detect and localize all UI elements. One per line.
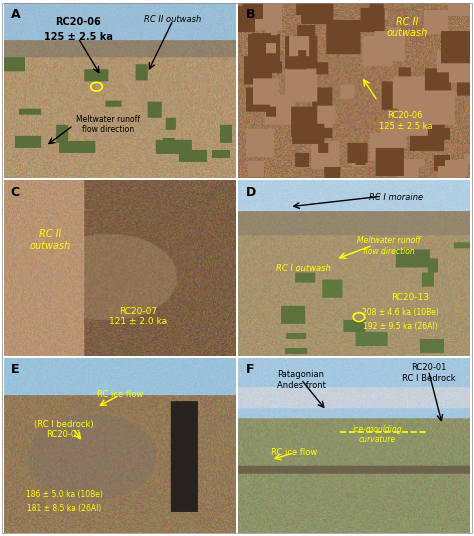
Text: Meltwater runoff
flow direction: Meltwater runoff flow direction <box>357 236 421 256</box>
Text: RC II
outwash: RC II outwash <box>29 229 71 251</box>
Text: RC I outwash: RC I outwash <box>276 264 331 273</box>
Text: D: D <box>246 185 255 199</box>
Text: Patagonian
Andes front: Patagonian Andes front <box>276 370 326 390</box>
Text: 208 ± 4.6 ka (10Be): 208 ± 4.6 ka (10Be) <box>362 308 439 317</box>
Text: E: E <box>11 363 19 376</box>
Text: (RC I bedrock)
RC20-01: (RC I bedrock) RC20-01 <box>34 420 94 439</box>
Text: ice-moulding
curvature: ice-moulding curvature <box>353 425 402 444</box>
Text: F: F <box>246 363 254 376</box>
Text: RC20-07
121 ± 2.0 ka: RC20-07 121 ± 2.0 ka <box>109 307 167 326</box>
Text: B: B <box>246 8 255 21</box>
Text: 186 ± 5.0 ka (10Be): 186 ± 5.0 ka (10Be) <box>26 489 102 498</box>
Text: C: C <box>11 185 20 199</box>
Text: RC II
outwash: RC II outwash <box>387 17 428 38</box>
Text: A: A <box>11 8 20 21</box>
Text: RC20-13: RC20-13 <box>391 293 429 302</box>
Text: 192 ± 9.5 ka (26Al): 192 ± 9.5 ka (26Al) <box>364 322 438 331</box>
Text: RC ice flow: RC ice flow <box>271 448 317 457</box>
Text: RC I moraine: RC I moraine <box>369 193 423 202</box>
Text: RC20-01
RC I Bedrock: RC20-01 RC I Bedrock <box>401 363 456 383</box>
Text: RC20-06: RC20-06 <box>55 17 101 27</box>
Text: Meltwater runoff
flow direction: Meltwater runoff flow direction <box>76 115 140 134</box>
Text: RC ice flow: RC ice flow <box>97 390 143 399</box>
Text: 125 ± 2.5 ka: 125 ± 2.5 ka <box>44 33 112 42</box>
Text: 181 ± 8.5 ka (26Al): 181 ± 8.5 ka (26Al) <box>27 503 101 512</box>
Text: RC20-06
125 ± 2.5 ka: RC20-06 125 ± 2.5 ka <box>379 111 432 131</box>
Text: RC II outwash: RC II outwash <box>145 15 201 24</box>
